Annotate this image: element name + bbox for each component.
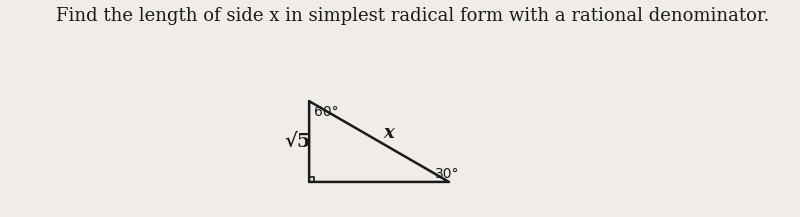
- Bar: [309, 178, 314, 182]
- Text: x: x: [383, 125, 394, 142]
- Text: Find the length of side x in simplest radical form with a rational denominator.: Find the length of side x in simplest ra…: [56, 7, 770, 25]
- Text: √5: √5: [285, 133, 311, 151]
- Text: 30°: 30°: [434, 167, 459, 181]
- Text: 60°: 60°: [314, 105, 338, 119]
